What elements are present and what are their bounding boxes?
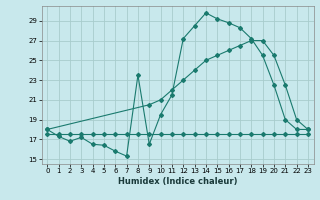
X-axis label: Humidex (Indice chaleur): Humidex (Indice chaleur) bbox=[118, 177, 237, 186]
